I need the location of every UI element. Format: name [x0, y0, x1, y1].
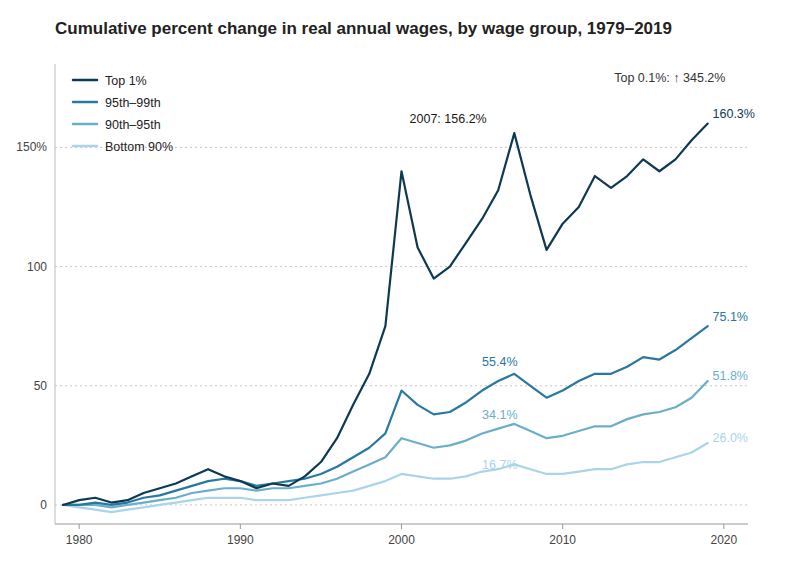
x-tick — [240, 524, 241, 529]
annotation: 16.7% — [482, 458, 517, 472]
legend-label: 95th–99th — [105, 96, 161, 110]
chart: Cumulative percent change in real annual… — [0, 0, 788, 564]
x-tick — [401, 524, 402, 529]
y-grid — [55, 147, 748, 505]
legend-swatch — [73, 145, 97, 148]
annotation: 75.1% — [713, 310, 748, 324]
x-tick-label: 2020 — [710, 533, 737, 547]
grid-line — [55, 266, 748, 267]
annotation: 55.4% — [482, 355, 517, 369]
y-tick-label: 100 — [27, 260, 47, 274]
x-tick-label: 2000 — [388, 533, 415, 547]
legend-label: 90th–95th — [105, 118, 161, 132]
legend-swatch — [73, 79, 97, 82]
legend-label: Bottom 90% — [105, 140, 173, 154]
y-axis-line — [55, 64, 56, 524]
lines — [63, 124, 708, 512]
y-tick-label: 50 — [34, 379, 48, 393]
x-tick-label: 1990 — [227, 533, 254, 547]
y-tick-label: 150% — [16, 140, 47, 154]
x-tick — [79, 524, 80, 529]
annotation: 2007: 156.2% — [410, 112, 487, 126]
x-tick — [562, 524, 563, 529]
x-tick-label: 2010 — [549, 533, 576, 547]
x-tick — [723, 524, 724, 529]
x-tick-label: 1980 — [66, 533, 93, 547]
annotation: 26.0% — [713, 431, 748, 445]
series-line — [63, 443, 708, 512]
annotation: 160.3% — [713, 107, 755, 121]
annotation: 51.8% — [713, 369, 748, 383]
annotation: Top 0.1%: ↑ 345.2% — [614, 71, 725, 85]
legend-label: Top 1% — [105, 74, 147, 88]
title: Cumulative percent change in real annual… — [55, 19, 672, 38]
legend: Top 1% 95th–99th 90th–95th Bottom 90% — [73, 74, 173, 154]
legend-swatch — [73, 101, 97, 104]
y-tick-label: 0 — [40, 498, 47, 512]
annotation: 34.1% — [482, 408, 517, 422]
grid-line — [55, 385, 748, 386]
series-line — [63, 326, 708, 505]
legend-swatch — [73, 123, 97, 126]
series-line — [63, 124, 708, 505]
